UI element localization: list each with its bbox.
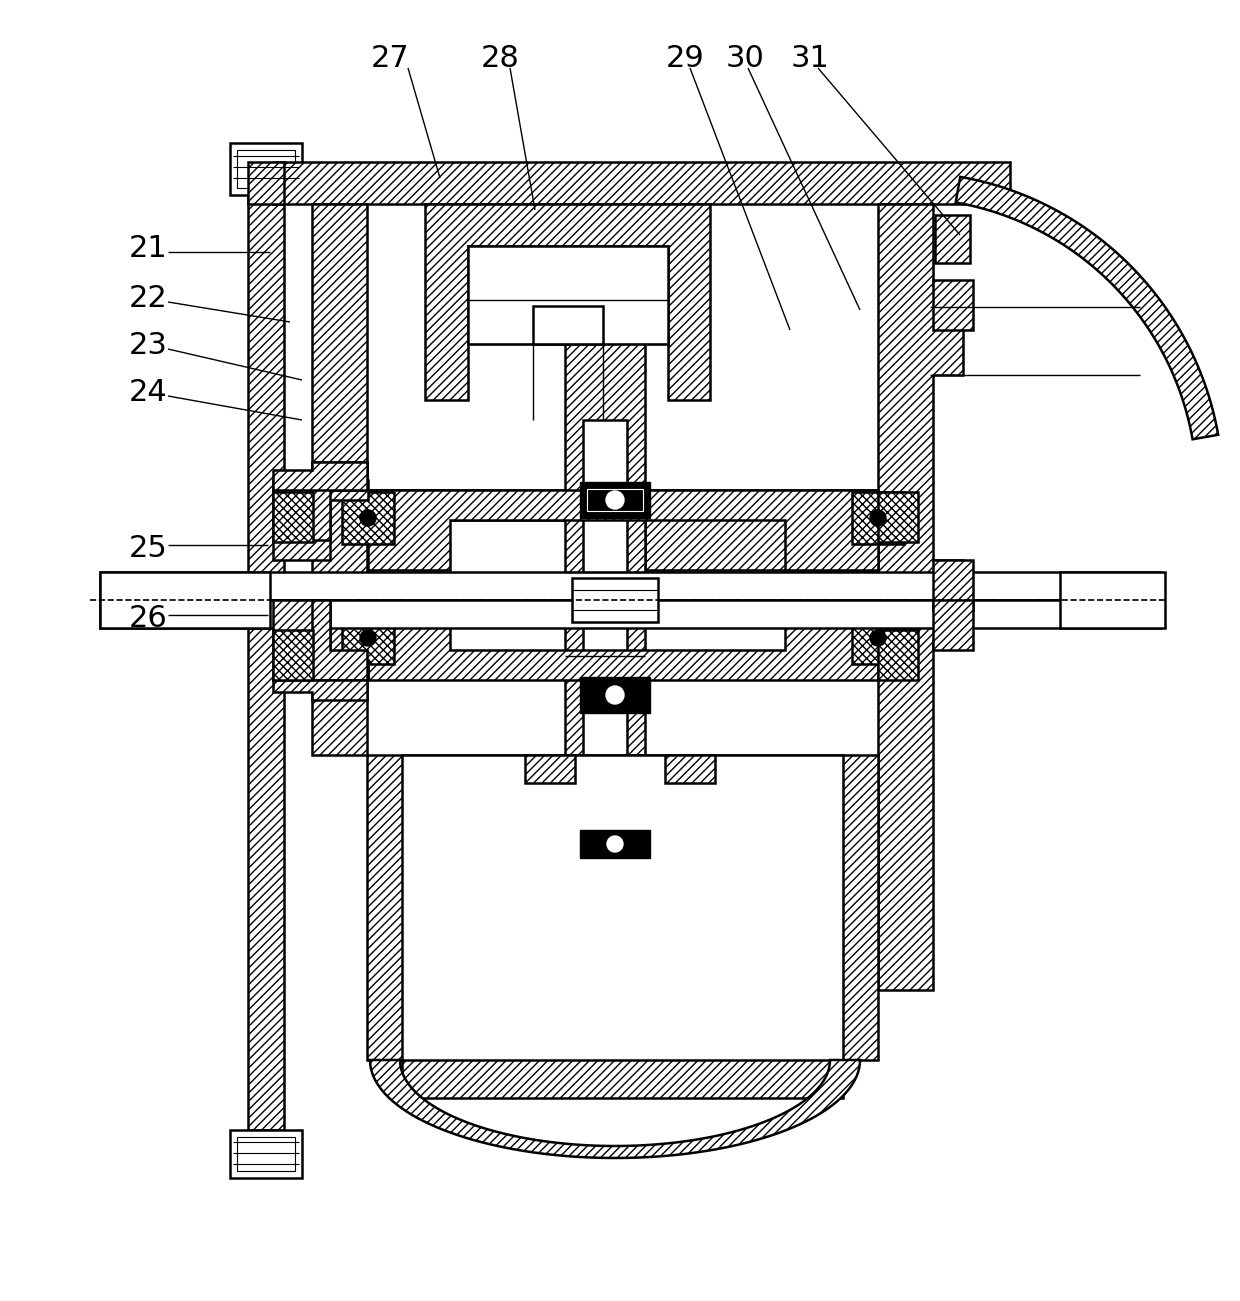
Text: 23: 23 <box>129 330 167 359</box>
Text: 26: 26 <box>129 604 167 632</box>
Polygon shape <box>273 630 312 680</box>
Text: 31: 31 <box>791 43 830 73</box>
Polygon shape <box>580 481 650 518</box>
Polygon shape <box>587 489 644 511</box>
Text: 28: 28 <box>481 43 520 73</box>
Polygon shape <box>533 306 603 343</box>
Polygon shape <box>273 163 1011 204</box>
Polygon shape <box>932 559 973 610</box>
Polygon shape <box>237 1137 295 1171</box>
Polygon shape <box>312 204 367 755</box>
Polygon shape <box>342 611 394 664</box>
Polygon shape <box>237 150 295 189</box>
Circle shape <box>608 837 622 852</box>
Polygon shape <box>935 215 970 263</box>
Polygon shape <box>580 830 650 857</box>
Polygon shape <box>342 492 394 544</box>
Polygon shape <box>100 600 1159 628</box>
Polygon shape <box>852 492 904 544</box>
Text: 29: 29 <box>666 43 704 73</box>
Circle shape <box>360 510 376 526</box>
Polygon shape <box>1060 572 1166 628</box>
Text: 27: 27 <box>371 43 409 73</box>
Polygon shape <box>273 480 368 559</box>
Polygon shape <box>273 492 312 543</box>
Polygon shape <box>368 490 878 570</box>
Polygon shape <box>525 755 575 783</box>
Polygon shape <box>273 462 367 490</box>
Polygon shape <box>248 163 284 204</box>
Polygon shape <box>878 630 918 680</box>
Text: 24: 24 <box>129 377 167 406</box>
Text: 21: 21 <box>129 233 167 263</box>
Polygon shape <box>273 680 367 700</box>
Polygon shape <box>367 755 878 1098</box>
Polygon shape <box>956 177 1218 440</box>
Polygon shape <box>100 572 270 628</box>
Polygon shape <box>878 492 918 543</box>
Text: 22: 22 <box>129 284 167 312</box>
Polygon shape <box>273 600 368 680</box>
Text: 30: 30 <box>725 43 764 73</box>
Polygon shape <box>368 490 878 570</box>
Circle shape <box>606 686 624 704</box>
Polygon shape <box>467 246 668 343</box>
Polygon shape <box>312 600 367 680</box>
Polygon shape <box>932 600 973 650</box>
Polygon shape <box>229 1131 303 1177</box>
Circle shape <box>360 630 376 647</box>
Polygon shape <box>370 1060 861 1158</box>
Text: 25: 25 <box>129 533 167 562</box>
Circle shape <box>606 490 624 509</box>
Polygon shape <box>572 578 658 622</box>
Circle shape <box>870 630 887 647</box>
Polygon shape <box>580 677 650 713</box>
Circle shape <box>870 510 887 526</box>
Polygon shape <box>583 420 627 920</box>
Polygon shape <box>565 220 645 755</box>
Polygon shape <box>852 611 904 664</box>
Polygon shape <box>312 462 367 540</box>
Polygon shape <box>932 280 973 330</box>
Polygon shape <box>402 755 843 1060</box>
Polygon shape <box>878 204 963 990</box>
Polygon shape <box>248 155 284 1131</box>
Polygon shape <box>425 204 711 399</box>
Polygon shape <box>229 143 303 195</box>
Polygon shape <box>100 572 1159 600</box>
Polygon shape <box>368 600 878 680</box>
Polygon shape <box>665 755 715 783</box>
